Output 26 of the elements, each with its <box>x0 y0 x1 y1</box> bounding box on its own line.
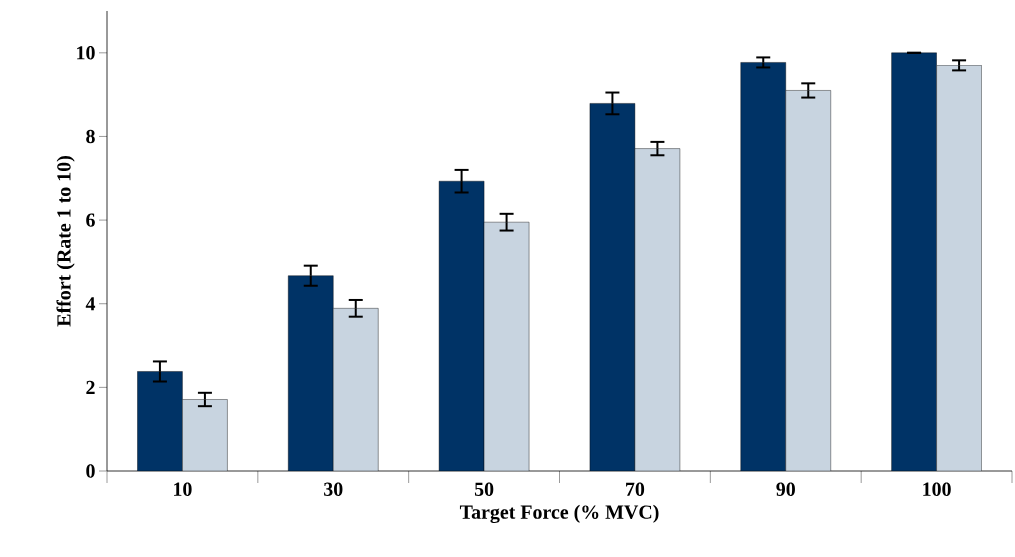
bar <box>483 221 530 471</box>
y-tick-label: 2 <box>86 380 95 394</box>
bar <box>936 65 982 471</box>
y-tick-label: 6 <box>86 213 95 227</box>
y-tick-label: 10 <box>77 46 95 60</box>
bar <box>137 371 183 471</box>
bar <box>740 62 786 471</box>
x-tick-label: 50 <box>474 482 494 496</box>
bar <box>634 148 681 471</box>
bar <box>785 90 831 471</box>
bar <box>891 52 937 471</box>
x-axis-title: Target Force (% MVC) <box>459 504 659 524</box>
x-tick-label: 70 <box>626 482 645 496</box>
x-tick-label: 100 <box>923 482 951 496</box>
x-tick-label: 10 <box>174 482 192 496</box>
y-tick-label: 0 <box>86 464 95 478</box>
bar <box>182 399 228 471</box>
bar <box>438 181 485 471</box>
y-tick-label: 8 <box>86 129 95 144</box>
x-tick-label: 90 <box>776 482 795 496</box>
y-tick-label: 4 <box>85 297 96 311</box>
x-tick-label: 30 <box>324 482 343 496</box>
bar <box>333 308 379 471</box>
bar <box>589 103 636 471</box>
y-axis-title: Effort (Rate 1 to 10) <box>56 156 75 327</box>
bar <box>288 275 334 471</box>
